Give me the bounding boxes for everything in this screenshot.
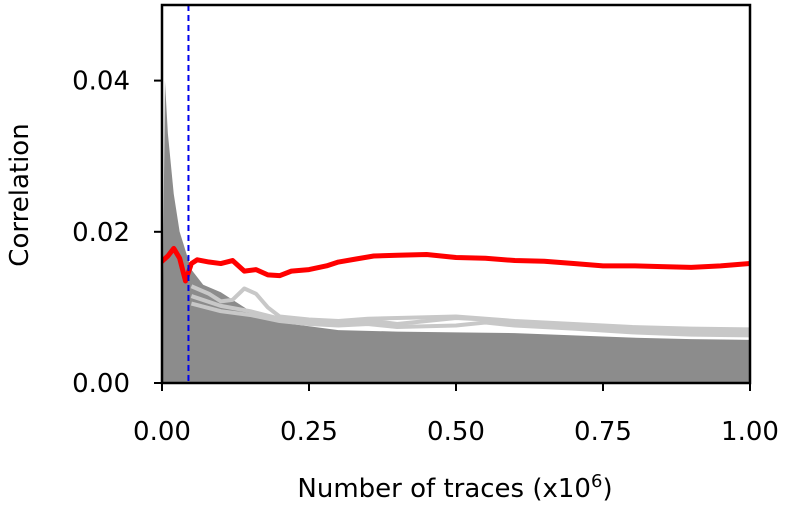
plot-area [162,5,750,383]
wrong-key-light-2 [190,294,750,335]
x-tick-label: 1.00 [721,417,779,447]
y-axis-label: Correlation [5,123,35,266]
x-axis-label: Number of traces (x106) [297,471,612,504]
y-tick-label: 0.02 [72,218,130,248]
x-tick-label: 0.00 [133,417,191,447]
wrong-keys-envelope [162,80,750,383]
y-tick-label: 0.04 [72,67,130,97]
x-tick-label: 0.75 [574,417,632,447]
wrong-key-light-3 [190,301,750,338]
x-tick-label: 0.25 [280,417,338,447]
y-tick-label: 0.00 [72,369,130,399]
x-tick-label: 0.50 [427,417,485,447]
axis-ticks: 0.00 0.25 0.50 0.75 1.00 0.00 0.02 0.04 [72,67,779,447]
correct-key-line [162,245,750,284]
